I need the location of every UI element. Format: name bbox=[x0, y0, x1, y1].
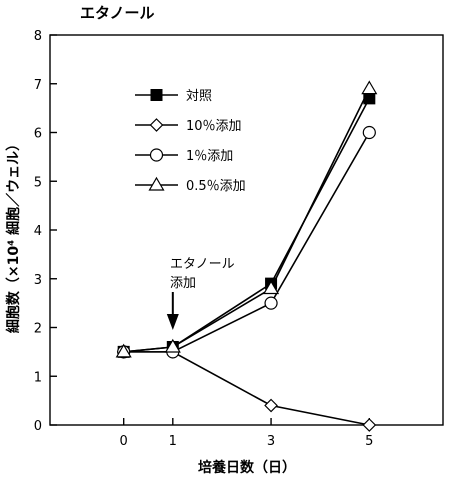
y-axis-label: 細胞数（×10⁴ 細胞／ウェル） bbox=[5, 137, 22, 333]
square-marker bbox=[150, 89, 163, 101]
x-tick-label: 0 bbox=[120, 434, 128, 449]
x-tick-label: 3 bbox=[267, 434, 275, 449]
legend: 対照 10％添加 1％添加 0.5％添加 bbox=[135, 89, 246, 194]
data-point-0-5pct bbox=[115, 343, 132, 358]
y-axis: 0 1 2 3 4 5 6 7 8 bbox=[34, 29, 57, 434]
legend-label: 対照 bbox=[186, 89, 212, 104]
plot-frame bbox=[49, 34, 444, 426]
y-tick-label: 6 bbox=[34, 127, 42, 142]
x-tick-label: 1 bbox=[169, 434, 177, 449]
data-point-0-5pct bbox=[361, 80, 378, 95]
legend-label: 10％添加 bbox=[186, 119, 242, 134]
data-point-control bbox=[363, 92, 376, 105]
y-tick-label: 5 bbox=[34, 175, 42, 190]
chart-title: エタノール bbox=[80, 4, 155, 22]
legend-label: 0.5％添加 bbox=[186, 179, 246, 194]
series-line-0-5pct bbox=[123, 88, 371, 353]
data-point-0-5pct bbox=[263, 280, 280, 295]
series-line-control bbox=[123, 98, 371, 353]
data-point-1pct bbox=[362, 125, 376, 140]
annotation-text: 添加 bbox=[170, 276, 196, 291]
y-tick-label: 1 bbox=[34, 370, 42, 385]
series-line-1pct bbox=[123, 132, 371, 353]
circle-marker bbox=[149, 148, 164, 162]
y-tick-label: 3 bbox=[34, 273, 42, 288]
data-point-1pct bbox=[264, 296, 278, 310]
series-line-10pct bbox=[123, 351, 370, 426]
y-tick-label: 8 bbox=[34, 29, 42, 44]
y-tick-label: 7 bbox=[34, 78, 42, 93]
triangle-marker bbox=[148, 176, 165, 191]
x-tick-label: 5 bbox=[365, 434, 373, 449]
data-point-0-5pct bbox=[164, 338, 181, 353]
down-arrow-icon bbox=[166, 314, 179, 330]
series-layer bbox=[115, 80, 378, 432]
x-axis-label: 培養日数（日） bbox=[198, 459, 296, 476]
y-tick-label: 2 bbox=[34, 322, 42, 337]
y-tick-label: 0 bbox=[34, 419, 42, 434]
data-point-10pct bbox=[264, 398, 278, 413]
legend-label: 1％添加 bbox=[186, 149, 233, 164]
x-axis: 0 1 3 5 bbox=[120, 418, 373, 449]
annotation-text: エタノール bbox=[170, 257, 235, 272]
diamond-marker bbox=[149, 118, 164, 132]
data-point-10pct bbox=[362, 418, 377, 432]
y-tick-label: 4 bbox=[34, 224, 42, 239]
